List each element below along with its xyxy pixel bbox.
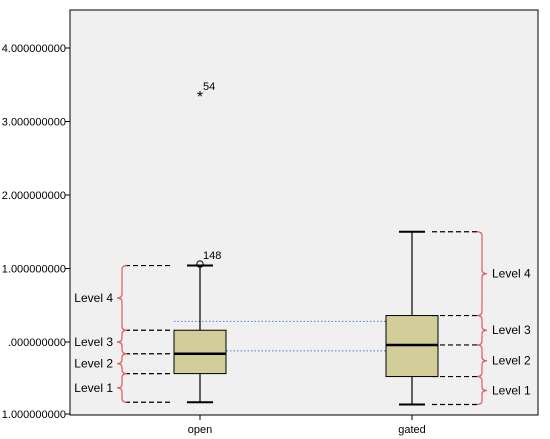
level-label: Level 1 bbox=[492, 384, 531, 398]
outlier-point-extreme: * bbox=[197, 89, 203, 106]
level-brace bbox=[476, 344, 488, 378]
level-brace bbox=[476, 375, 488, 406]
x-category-label: open bbox=[188, 424, 212, 436]
level-label: Level 3 bbox=[492, 323, 531, 337]
level-brace bbox=[476, 231, 488, 317]
box-gated bbox=[385, 230, 439, 406]
outlier-point bbox=[196, 260, 204, 268]
outlier-label: 148 bbox=[203, 250, 221, 262]
level-brace bbox=[116, 373, 128, 403]
level-label: Level 4 bbox=[492, 267, 531, 281]
level-label: Level 2 bbox=[74, 357, 113, 371]
level-brace bbox=[116, 264, 128, 331]
level-label: Level 3 bbox=[74, 335, 113, 349]
outlier-label: 54 bbox=[203, 81, 215, 93]
level-label: Level 1 bbox=[74, 381, 113, 395]
y-tick-label: 3.000000000 bbox=[2, 117, 66, 129]
box-open: 148 *54 bbox=[173, 81, 227, 404]
level-label: Level 4 bbox=[74, 291, 113, 305]
level-label: Level 2 bbox=[492, 354, 531, 368]
y-tick-label: 1.000000000 bbox=[2, 409, 66, 421]
level-brace bbox=[116, 329, 128, 355]
plot-area bbox=[69, 9, 539, 416]
box-iqr bbox=[173, 329, 227, 375]
level-brace bbox=[116, 353, 128, 375]
y-tick-label: 2.000000000 bbox=[2, 190, 66, 202]
level-brace bbox=[476, 314, 488, 346]
y-tick-label: 1.000000000 bbox=[2, 264, 66, 276]
y-tick-label: .000000000 bbox=[8, 337, 66, 349]
x-category-label: gated bbox=[398, 424, 426, 436]
y-tick-label: 4.000000000 bbox=[2, 43, 66, 55]
